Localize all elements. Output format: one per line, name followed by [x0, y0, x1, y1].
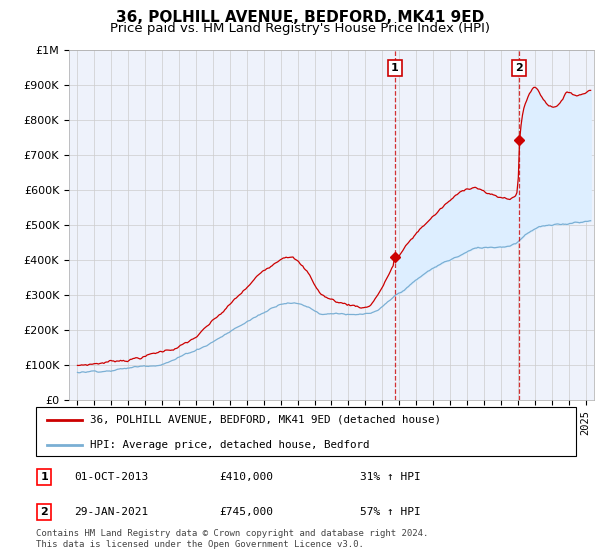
Text: 36, POLHILL AVENUE, BEDFORD, MK41 9ED: 36, POLHILL AVENUE, BEDFORD, MK41 9ED [116, 10, 484, 25]
FancyBboxPatch shape [36, 407, 576, 456]
Text: Contains HM Land Registry data © Crown copyright and database right 2024.
This d: Contains HM Land Registry data © Crown c… [36, 529, 428, 549]
Text: 01-OCT-2013: 01-OCT-2013 [74, 472, 148, 482]
Text: 29-JAN-2021: 29-JAN-2021 [74, 507, 148, 517]
Text: 1: 1 [40, 472, 48, 482]
Text: £745,000: £745,000 [220, 507, 274, 517]
Text: 36, POLHILL AVENUE, BEDFORD, MK41 9ED (detached house): 36, POLHILL AVENUE, BEDFORD, MK41 9ED (d… [90, 415, 441, 425]
Text: 2: 2 [40, 507, 48, 517]
Text: 2: 2 [515, 63, 523, 73]
Text: 1: 1 [391, 63, 399, 73]
Text: 31% ↑ HPI: 31% ↑ HPI [360, 472, 421, 482]
Text: Price paid vs. HM Land Registry's House Price Index (HPI): Price paid vs. HM Land Registry's House … [110, 22, 490, 35]
Text: 57% ↑ HPI: 57% ↑ HPI [360, 507, 421, 517]
Text: £410,000: £410,000 [220, 472, 274, 482]
Text: HPI: Average price, detached house, Bedford: HPI: Average price, detached house, Bedf… [90, 440, 370, 450]
